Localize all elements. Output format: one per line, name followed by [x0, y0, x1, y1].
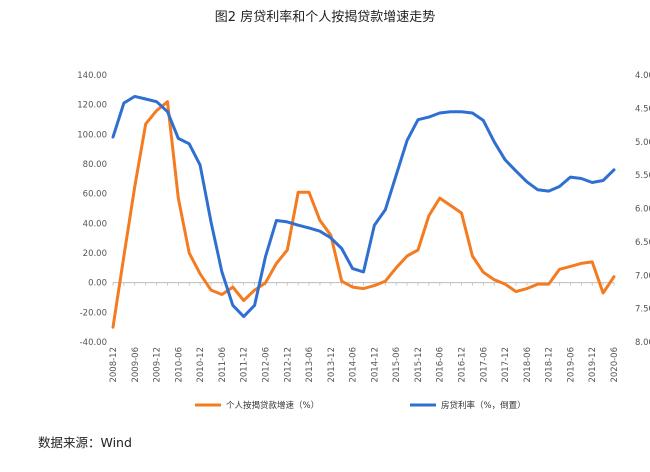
x-tick-label: 2018-12	[545, 347, 555, 383]
y-left-tick-label: 120.00	[77, 101, 107, 111]
x-tick-label: 2020-06	[610, 347, 620, 383]
y-left-tick-label: 80.00	[83, 160, 107, 170]
y-right-tick-label: 5.00	[635, 138, 650, 148]
x-tick-label: 2013-06	[305, 347, 315, 383]
y-right-tick-label: 4.50	[635, 104, 650, 114]
x-tick-label: 2008-12	[109, 347, 119, 383]
y-left-tick-label: -40.00	[80, 338, 107, 348]
y-right-tick-label: 7.50	[635, 305, 650, 315]
chart-title: 图2 房贷利率和个人按揭贷款增速走势	[214, 10, 436, 25]
y-right-tick-label: 7.00	[635, 271, 650, 281]
y-left-tick-label: -20.00	[80, 308, 107, 318]
series-line-loan-growth	[111, 100, 616, 329]
series-layer	[111, 94, 616, 329]
legend-label: 房贷利率（%，倒置）	[441, 400, 526, 411]
x-tick-label: 2014-12	[370, 347, 380, 383]
axes-layer: -40.00 -20.00 0.00 20.00 40.00 60.00 80.00 100.…	[77, 71, 650, 383]
legend-label: 个人按揭贷款增速（%）	[226, 400, 319, 411]
y-left-tick-label: 140.00	[77, 71, 107, 81]
y-left-tick-label: 20.00	[83, 249, 107, 259]
y-left-tick-label: 40.00	[83, 219, 107, 229]
x-tick-label: 2015-06	[392, 347, 402, 383]
x-tick-label: 2018-06	[523, 347, 533, 383]
source-note: 数据来源：Wind	[38, 435, 132, 450]
legend-layer: 个人按揭贷款增速（%） 房贷利率（%，倒置）	[195, 400, 526, 411]
x-tick-label: 2009-12	[153, 347, 163, 383]
y-left-tick-label: 0.00	[88, 279, 107, 289]
series-line-mortgage-rate	[111, 94, 616, 319]
y-left-tick-label: 60.00	[83, 190, 107, 200]
y-right-tick-label: 6.00	[635, 205, 650, 215]
y-right-tick-label: 5.50	[635, 171, 650, 181]
x-tick-label: 2019-12	[588, 347, 598, 383]
x-tick-label: 2016-06	[436, 347, 446, 383]
x-tick-label: 2011-06	[218, 347, 228, 383]
y-right-tick-label: 8.00	[635, 338, 650, 348]
y-left-tick-label: 100.00	[77, 130, 107, 140]
x-tick-label: 2010-12	[196, 347, 206, 383]
x-tick-label: 2011-12	[240, 347, 250, 383]
x-tick-label: 2012-12	[283, 347, 293, 383]
x-tick-label: 2016-12	[458, 347, 468, 383]
x-tick-label: 2010-06	[174, 347, 184, 383]
y-right-tick-label: 4.00	[635, 71, 650, 81]
x-tick-label: 2017-12	[501, 347, 511, 383]
x-tick-label: 2017-06	[479, 347, 489, 383]
x-tick-label: 2012-06	[261, 347, 271, 383]
x-tick-label: 2014-06	[349, 347, 359, 383]
x-tick-label: 2009-06	[131, 347, 141, 383]
x-tick-label: 2019-06	[566, 347, 576, 383]
x-tick-label: 2013-12	[327, 347, 337, 383]
y-right-tick-label: 6.50	[635, 238, 650, 248]
x-tick-label: 2015-12	[414, 347, 424, 383]
